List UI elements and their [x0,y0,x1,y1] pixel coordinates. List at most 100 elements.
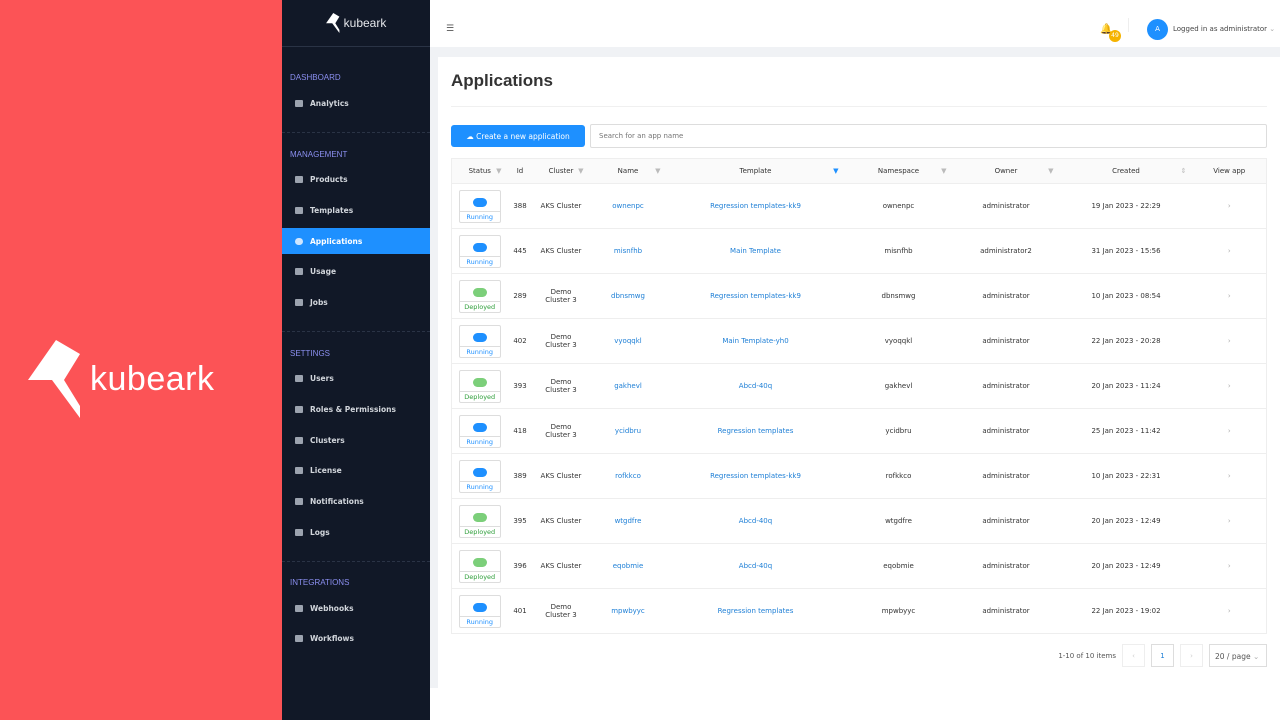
sidebar-logo[interactable]: kubeark [282,0,430,47]
sidebar-item-label: Applications [310,236,363,246]
app-name-link[interactable]: mpwbyyc [611,607,645,615]
sidebar-item-analytics[interactable]: Analytics [282,90,430,116]
cluster-cell: Demo Cluster 3 [545,288,577,304]
app-name-link[interactable]: gakhevl [614,382,642,390]
avatar[interactable]: A [1147,19,1168,40]
namespace-cell: dbnsmwg [881,292,916,300]
template-link[interactable]: Regression templates-kk9 [710,292,801,300]
cell-namespace: misnfhb [844,228,953,274]
column-header-name[interactable]: Name ▼ [589,158,667,184]
chevron-right-icon[interactable]: › [1227,292,1231,300]
chevron-right-icon[interactable]: › [1227,562,1231,570]
sidebar-item-templates[interactable]: Templates [282,197,430,223]
bell-icon[interactable]: 🔔 [1100,24,1113,35]
app-name-link[interactable]: eqobmie [612,562,644,570]
column-header-status[interactable]: Status ▼ [451,158,508,184]
menu-toggle-icon[interactable]: ☰ [446,24,455,34]
sidebar-item-notifications[interactable]: Notifications [282,488,430,514]
sidebar-item-jobs[interactable]: Jobs [282,289,430,315]
template-link[interactable]: Regression templates-kk9 [710,472,801,480]
chevron-right-icon[interactable]: › [1227,607,1231,615]
template-link[interactable]: Abcd-40q [738,517,773,525]
app-name-link[interactable]: dbnsmwg [611,292,645,300]
template-link[interactable]: Main Template [730,247,781,255]
template-link[interactable]: Abcd-40q [738,562,773,570]
filter-icon[interactable]: ▼ [578,167,584,175]
cloud-deployed-icon [472,557,487,567]
sidebar-item-usage[interactable]: Usage [282,258,430,284]
sidebar-item-applications[interactable]: Applications [282,228,430,254]
chevron-right-icon[interactable]: › [1227,202,1231,210]
filter-icon[interactable]: ▼ [496,167,502,175]
sidebar-item-roles-permissions[interactable]: Roles & Permissions [282,396,430,422]
app-name-link[interactable]: rofkkco [615,472,641,480]
chevron-right-icon[interactable]: › [1227,427,1231,435]
filter-icon[interactable]: ▼ [941,167,947,175]
template-link[interactable]: Main Template-yh0 [722,337,789,345]
sort-icon[interactable]: ⇕ [1180,167,1187,175]
sidebar-item-webhooks[interactable]: Webhooks [282,595,430,621]
template-link[interactable]: Regression templates [717,607,794,615]
kubeark-logo-icon [28,340,80,418]
sidebar-item-products[interactable]: Products [282,166,430,192]
page-size-select[interactable]: 20 / page ⌄ [1209,644,1267,667]
column-label: Template [739,167,772,175]
filter-icon[interactable]: ▼ [655,167,661,175]
view-app-cell: › [1192,183,1267,229]
user-menu[interactable]: Logged in as administrator ⌄ [1173,25,1275,33]
app-name-link[interactable]: wtgdfre [614,517,642,525]
created-cell: 10 Jan 2023 - 22:31 [1091,472,1161,480]
template-link[interactable]: Regression templates [717,427,794,435]
sidebar-item-workflows[interactable]: Workflows [282,625,430,651]
cluster-cell: Demo Cluster 3 [545,603,577,619]
next-page-button[interactable]: › [1180,644,1203,667]
chevron-right-icon[interactable]: › [1227,247,1231,255]
prev-page-button[interactable]: ‹ [1122,644,1145,667]
template-link[interactable]: Regression templates-kk9 [710,202,801,210]
filter-icon[interactable]: ▼ [833,167,839,175]
main: ☰ 🔔 49 A Logged in as administrator ⌄ Ap… [430,0,1280,688]
column-header-view-app[interactable]: View app [1192,158,1267,184]
section-label-integrations: INTEGRATIONS [290,578,350,587]
sidebar-item-license[interactable]: License [282,457,430,483]
create-application-button[interactable]: ☁ Create a new application [451,125,585,147]
template-link[interactable]: Abcd-40q [738,382,773,390]
view-app-cell: › [1192,363,1267,409]
chevron-right-icon[interactable]: › [1227,382,1231,390]
roles-icon [295,405,303,413]
filter-icon[interactable]: ▼ [1048,167,1054,175]
sidebar-item-logs[interactable]: Logs [282,519,430,545]
column-header-created[interactable]: Created ⇕ [1059,158,1193,184]
namespace-cell: ycidbru [885,427,912,435]
app-name-link[interactable]: vyoqqkl [614,337,642,345]
cluster-cell: Demo Cluster 3 [545,423,577,439]
column-header-template[interactable]: Template ▼ [666,158,845,184]
table-row: Deployed 395 AKS Cluster wtgdfre Abcd-40q wtg… [451,498,1267,544]
column-header-owner[interactable]: Owner ▼ [952,158,1060,184]
sidebar-item-label: Templates [310,205,354,215]
brand-panel: kubeark [0,0,282,720]
brand-name: kubeark [90,359,215,398]
column-header-id[interactable]: Id [507,158,533,184]
cloud-icon [295,237,303,245]
search-input[interactable] [590,124,1267,148]
app-name-link[interactable]: misnfhb [613,247,643,255]
app-name-link[interactable]: ownenpc [612,202,644,210]
app-name-link[interactable]: ycidbru [614,427,642,435]
section-label-settings: SETTINGS [290,349,331,358]
chevron-right-icon[interactable]: › [1227,517,1231,525]
sidebar-item-users[interactable]: Users [282,365,430,391]
column-header-cluster[interactable]: Cluster ▼ [532,158,590,184]
chevron-right-icon[interactable]: › [1227,337,1231,345]
sidebar-item-label: Clusters [310,435,345,445]
chevron-right-icon[interactable]: › [1227,472,1231,480]
status-label: Running [459,345,500,357]
page-1-button[interactable]: 1 [1151,644,1174,667]
jobs-icon [295,298,303,306]
cell-namespace: eqobmie [844,543,953,589]
cell-owner: administrator [952,318,1060,364]
column-header-namespace[interactable]: Namespace ▼ [844,158,953,184]
sidebar-item-clusters[interactable]: Clusters [282,427,430,453]
status-badge: Running [458,234,501,268]
cloud-deployed-icon [472,512,487,522]
